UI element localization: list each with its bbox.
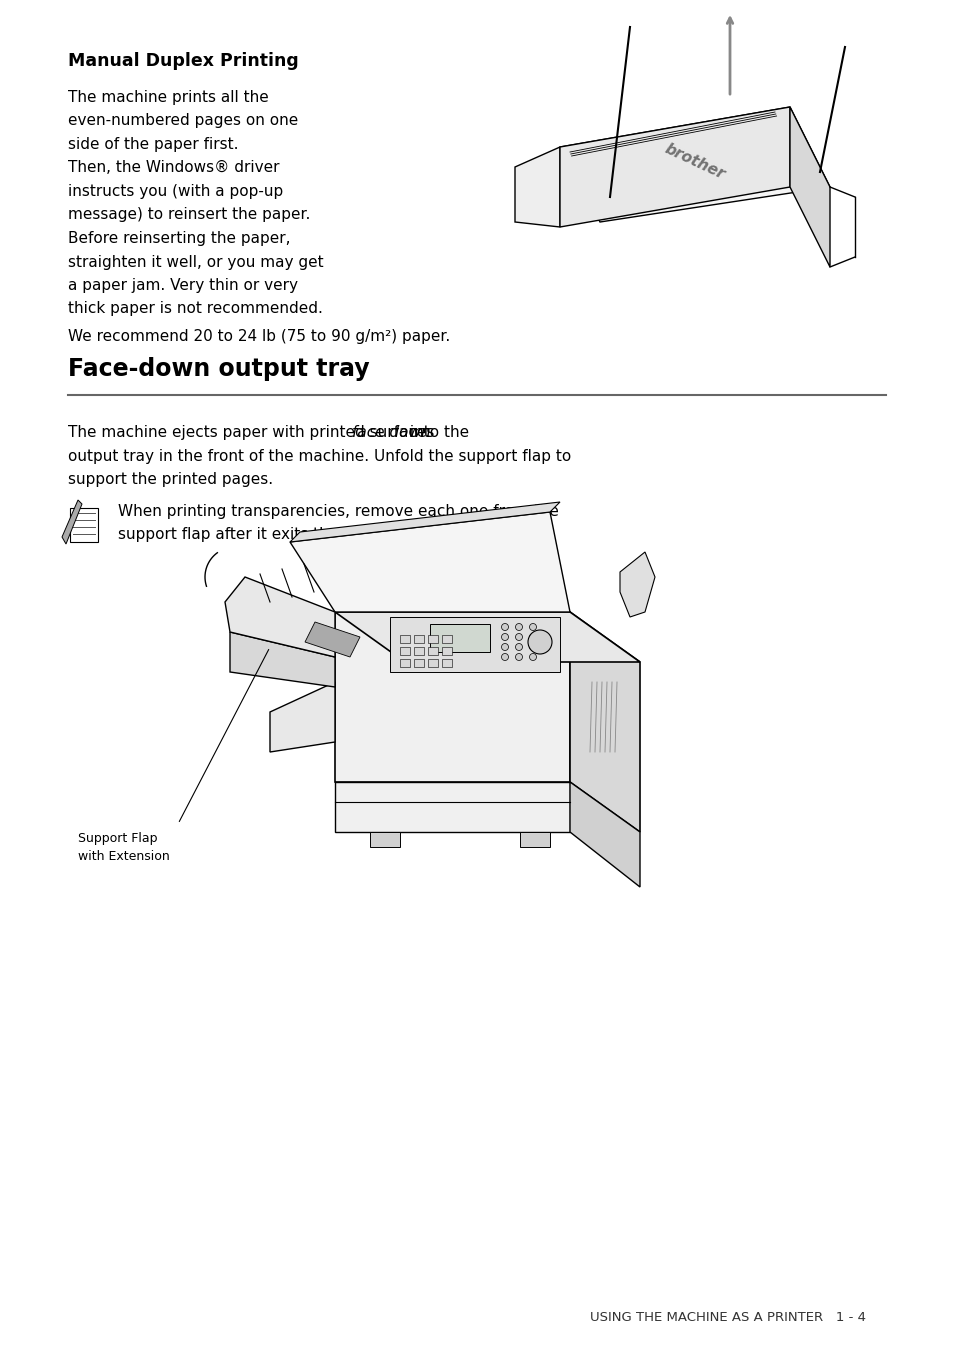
Bar	[399, 658, 410, 667]
Bar	[441, 648, 452, 654]
Circle shape	[529, 653, 536, 661]
Polygon shape	[335, 612, 569, 781]
Circle shape	[501, 653, 508, 661]
Bar	[441, 635, 452, 644]
Polygon shape	[225, 577, 335, 657]
Circle shape	[501, 644, 508, 650]
Bar	[414, 658, 423, 667]
Text: face down: face down	[352, 425, 431, 439]
Text: straighten it well, or you may get: straighten it well, or you may get	[68, 254, 323, 269]
Circle shape	[515, 634, 522, 641]
Polygon shape	[230, 631, 335, 687]
Polygon shape	[290, 512, 569, 612]
Text: into the: into the	[404, 425, 468, 439]
Text: USING THE MACHINE AS A PRINTER   1 - 4: USING THE MACHINE AS A PRINTER 1 - 4	[589, 1311, 865, 1324]
Text: Face-down output tray: Face-down output tray	[68, 357, 369, 381]
Bar	[519, 831, 550, 846]
Polygon shape	[70, 508, 98, 542]
Bar	[399, 648, 410, 654]
Circle shape	[529, 634, 536, 641]
Bar	[399, 635, 410, 644]
Polygon shape	[270, 681, 335, 752]
Bar	[428, 658, 437, 667]
Text: The machine ejects paper with printed surfaces: The machine ejects paper with printed su…	[68, 425, 438, 439]
Circle shape	[501, 623, 508, 630]
Polygon shape	[305, 622, 359, 657]
Circle shape	[501, 634, 508, 641]
Polygon shape	[559, 107, 789, 227]
Polygon shape	[789, 107, 829, 266]
Bar	[370, 831, 399, 846]
Text: We recommend 20 to 24 lb (75 to 90 g/m²) paper.: We recommend 20 to 24 lb (75 to 90 g/m²)…	[68, 329, 450, 343]
Text: a paper jam. Very thin or very: a paper jam. Very thin or very	[68, 279, 297, 293]
Text: Manual Duplex Printing: Manual Duplex Printing	[68, 51, 298, 70]
Text: Before reinserting the paper,: Before reinserting the paper,	[68, 231, 291, 246]
Text: even-numbered pages on one: even-numbered pages on one	[68, 114, 298, 128]
Polygon shape	[62, 500, 82, 544]
Polygon shape	[390, 617, 559, 672]
Bar	[414, 648, 423, 654]
Circle shape	[515, 623, 522, 630]
Polygon shape	[290, 502, 559, 542]
Text: Support Flap: Support Flap	[78, 831, 157, 845]
Text: side of the paper first.: side of the paper first.	[68, 137, 238, 151]
Circle shape	[527, 630, 552, 654]
Text: Then, the Windows® driver: Then, the Windows® driver	[68, 161, 279, 176]
Bar	[430, 625, 490, 652]
Text: instructs you (with a pop-up: instructs you (with a pop-up	[68, 184, 283, 199]
Bar	[441, 658, 452, 667]
Text: thick paper is not recommended.: thick paper is not recommended.	[68, 301, 322, 316]
Circle shape	[515, 644, 522, 650]
Text: support flap after it exits the machine.: support flap after it exits the machine.	[118, 527, 414, 542]
Polygon shape	[619, 552, 655, 617]
Text: The machine prints all the: The machine prints all the	[68, 91, 269, 105]
Polygon shape	[335, 781, 569, 831]
Circle shape	[529, 623, 536, 630]
Text: When printing transparencies, remove each one from the: When printing transparencies, remove eac…	[118, 504, 558, 519]
Polygon shape	[335, 612, 639, 662]
Bar	[414, 635, 423, 644]
Polygon shape	[569, 612, 639, 831]
Circle shape	[515, 653, 522, 661]
Polygon shape	[515, 147, 559, 227]
Text: with Extension: with Extension	[78, 850, 170, 863]
Text: support the printed pages.: support the printed pages.	[68, 472, 273, 487]
Polygon shape	[569, 781, 639, 887]
Polygon shape	[559, 107, 829, 222]
Text: brother: brother	[661, 142, 727, 183]
Text: message) to reinsert the paper.: message) to reinsert the paper.	[68, 207, 310, 223]
Bar	[428, 648, 437, 654]
Circle shape	[529, 644, 536, 650]
Bar	[428, 635, 437, 644]
Text: output tray in the front of the machine. Unfold the support flap to: output tray in the front of the machine.…	[68, 449, 571, 464]
